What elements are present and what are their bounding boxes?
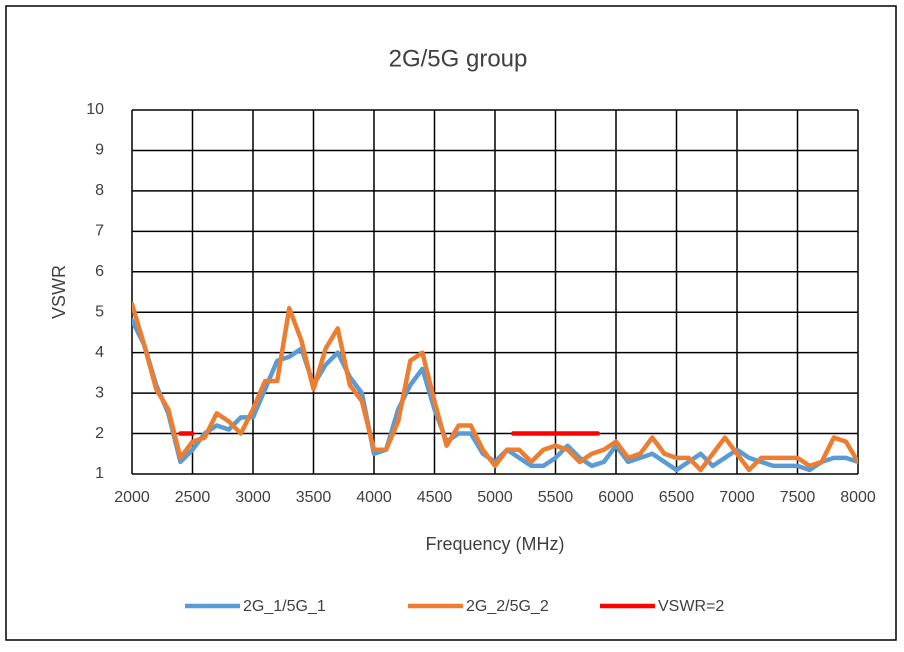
x-tick-label: 7000: [719, 489, 755, 506]
y-tick-label: 3: [95, 384, 104, 401]
y-tick-label: 7: [95, 223, 104, 240]
y-tick-label: 8: [95, 182, 104, 199]
y-tick-label: 2: [95, 425, 104, 442]
x-tick-label: 7500: [780, 489, 816, 506]
x-tick-label: 3000: [235, 489, 271, 506]
chart-title: 2G/5G group: [389, 45, 528, 72]
legend-label: VSWR=2: [658, 598, 724, 615]
x-tick-label: 2000: [114, 489, 150, 506]
y-axis-label: VSWR: [49, 265, 69, 319]
series-line: [132, 301, 858, 473]
y-tick-label: 10: [86, 101, 104, 118]
x-tick-label: 4500: [417, 489, 453, 506]
legend-label: 2G_1/5G_1: [243, 598, 326, 615]
y-tick-label: 9: [95, 142, 104, 159]
x-tick-label: 3500: [296, 489, 332, 506]
y-tick-label: 1: [95, 465, 104, 482]
x-tick-label: 8000: [840, 489, 876, 506]
chart-border: [5, 5, 897, 641]
y-tick-label: 6: [95, 263, 104, 280]
y-tick-label: 4: [95, 344, 104, 361]
x-tick-label: 2500: [175, 489, 211, 506]
x-axis-label: Frequency (MHz): [425, 534, 564, 554]
x-tick-label: 6500: [659, 489, 695, 506]
x-tick-label: 4000: [356, 489, 392, 506]
x-tick-label: 6000: [598, 489, 634, 506]
series-line: [132, 318, 858, 473]
y-tick-label: 5: [95, 303, 104, 320]
x-tick-label: 5000: [477, 489, 513, 506]
x-tick-label: 5500: [538, 489, 574, 506]
legend-label: 2G_2/5G_2: [466, 598, 549, 615]
